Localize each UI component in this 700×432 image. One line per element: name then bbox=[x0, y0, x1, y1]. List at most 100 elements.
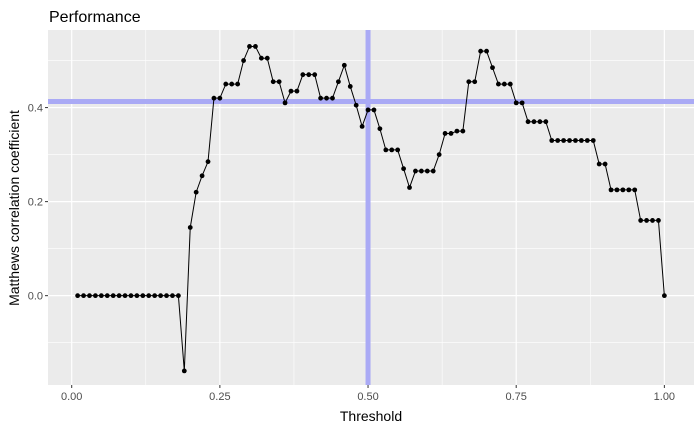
data-point bbox=[561, 138, 567, 143]
x-tick-label: 0.25 bbox=[209, 391, 230, 403]
y-tick-label: 0.4 bbox=[28, 103, 43, 115]
series-path bbox=[77, 45, 665, 371]
data-point bbox=[389, 147, 395, 153]
data-point bbox=[401, 166, 406, 172]
data-point bbox=[661, 293, 667, 299]
data-point bbox=[353, 102, 359, 108]
data-point bbox=[413, 168, 418, 174]
data-point bbox=[199, 173, 205, 179]
data-point bbox=[507, 81, 513, 87]
data-point bbox=[211, 95, 217, 101]
x-tick-label: 0.00 bbox=[61, 391, 82, 403]
data-point bbox=[330, 95, 335, 101]
data-point bbox=[270, 79, 276, 85]
data-point bbox=[193, 189, 199, 195]
data-point bbox=[567, 138, 572, 143]
data-point bbox=[549, 138, 555, 143]
data-point bbox=[116, 293, 122, 299]
data-point bbox=[424, 168, 430, 174]
data-point bbox=[276, 79, 282, 85]
data-point bbox=[104, 293, 110, 299]
x-tick-label: 1.00 bbox=[654, 391, 675, 403]
data-point bbox=[650, 218, 655, 223]
data-point bbox=[484, 48, 489, 54]
data-point bbox=[247, 44, 252, 49]
data-point bbox=[122, 293, 128, 299]
data-point bbox=[371, 107, 377, 113]
data-point bbox=[181, 368, 187, 374]
data-point bbox=[620, 187, 626, 193]
data-point bbox=[87, 293, 92, 299]
data-point bbox=[205, 159, 211, 165]
data-point bbox=[578, 138, 584, 143]
data-point bbox=[164, 293, 169, 299]
data-point bbox=[454, 128, 460, 134]
data-point bbox=[573, 138, 578, 143]
data-point bbox=[98, 293, 104, 299]
data-point bbox=[347, 84, 353, 89]
y-axis-title: Matthews correlation coefficient bbox=[6, 110, 22, 306]
chart-title: Performance bbox=[49, 9, 141, 26]
data-point bbox=[555, 138, 561, 143]
data-point bbox=[466, 79, 472, 85]
data-point bbox=[217, 95, 223, 101]
data-point bbox=[152, 293, 158, 299]
data-point bbox=[93, 293, 98, 299]
data-point bbox=[81, 293, 86, 299]
data-point bbox=[187, 225, 193, 230]
data-point bbox=[336, 79, 341, 85]
grid-minor bbox=[48, 30, 694, 385]
data-point bbox=[258, 55, 264, 61]
data-point bbox=[519, 100, 525, 106]
x-tick-label: 0.75 bbox=[505, 391, 526, 403]
data-point bbox=[436, 152, 442, 158]
reference-lines bbox=[48, 30, 694, 385]
data-point bbox=[324, 95, 329, 101]
data-point bbox=[638, 218, 644, 223]
data-point bbox=[264, 55, 270, 61]
data-point bbox=[175, 293, 181, 299]
data-point bbox=[223, 81, 229, 87]
data-point bbox=[282, 100, 288, 106]
data-point bbox=[496, 81, 501, 87]
series-points bbox=[75, 44, 667, 374]
data-point bbox=[608, 187, 614, 193]
data-point bbox=[383, 147, 389, 153]
data-point bbox=[442, 131, 448, 136]
data-point bbox=[537, 119, 543, 125]
data-point bbox=[365, 107, 371, 113]
data-point bbox=[407, 185, 412, 190]
plot-panel bbox=[48, 30, 694, 385]
data-point bbox=[418, 168, 424, 174]
data-point bbox=[472, 79, 478, 85]
data-point bbox=[318, 95, 324, 101]
data-point bbox=[235, 81, 241, 87]
data-point bbox=[128, 293, 134, 299]
data-point bbox=[430, 168, 436, 174]
data-point bbox=[158, 293, 164, 299]
data-point bbox=[644, 218, 649, 223]
data-point bbox=[590, 138, 596, 143]
data-point bbox=[626, 187, 632, 193]
data-point bbox=[460, 128, 466, 134]
data-point bbox=[294, 88, 300, 94]
data-point bbox=[229, 81, 235, 87]
data-point bbox=[513, 100, 519, 106]
data-point bbox=[448, 131, 454, 136]
data-point bbox=[395, 147, 401, 153]
data-point bbox=[525, 119, 531, 125]
data-point bbox=[377, 126, 383, 132]
y-tick-label: 0.0 bbox=[28, 291, 43, 303]
data-point bbox=[146, 293, 152, 299]
data-point bbox=[300, 72, 306, 78]
data-point bbox=[288, 88, 294, 94]
data-point bbox=[170, 293, 175, 299]
data-point bbox=[596, 161, 602, 167]
data-point bbox=[490, 65, 495, 71]
data-point bbox=[584, 138, 590, 143]
data-point bbox=[134, 293, 140, 299]
data-point bbox=[359, 123, 365, 129]
data-point bbox=[253, 44, 258, 49]
y-tick-label: 0.2 bbox=[28, 197, 43, 209]
